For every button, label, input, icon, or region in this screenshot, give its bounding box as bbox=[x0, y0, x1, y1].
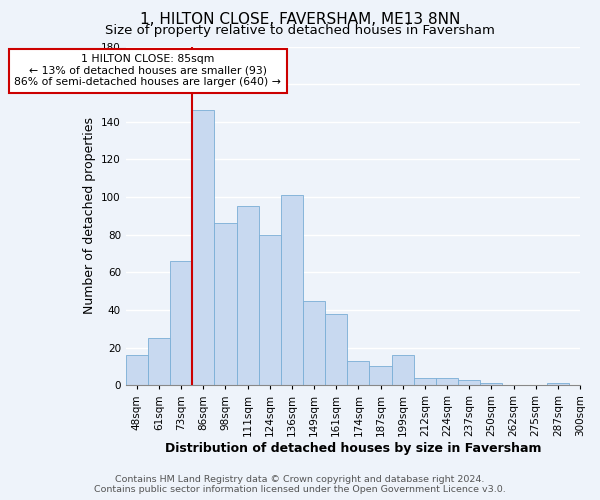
Bar bbox=[214, 224, 236, 386]
Text: 1 HILTON CLOSE: 85sqm
← 13% of detached houses are smaller (93)
86% of semi-deta: 1 HILTON CLOSE: 85sqm ← 13% of detached … bbox=[14, 54, 281, 87]
X-axis label: Distribution of detached houses by size in Faversham: Distribution of detached houses by size … bbox=[164, 442, 541, 455]
Bar bbox=[236, 206, 259, 386]
Bar bbox=[347, 361, 370, 386]
Bar bbox=[370, 366, 392, 386]
Bar bbox=[414, 378, 436, 386]
Bar bbox=[170, 261, 192, 386]
Bar bbox=[126, 355, 148, 386]
Y-axis label: Number of detached properties: Number of detached properties bbox=[83, 118, 95, 314]
Bar bbox=[148, 338, 170, 386]
Bar bbox=[259, 234, 281, 386]
Text: Size of property relative to detached houses in Faversham: Size of property relative to detached ho… bbox=[105, 24, 495, 37]
Bar bbox=[480, 384, 502, 386]
Bar bbox=[547, 384, 569, 386]
Bar bbox=[392, 355, 414, 386]
Text: Contains HM Land Registry data © Crown copyright and database right 2024.
Contai: Contains HM Land Registry data © Crown c… bbox=[94, 474, 506, 494]
Bar bbox=[325, 314, 347, 386]
Text: 1, HILTON CLOSE, FAVERSHAM, ME13 8NN: 1, HILTON CLOSE, FAVERSHAM, ME13 8NN bbox=[140, 12, 460, 28]
Bar bbox=[436, 378, 458, 386]
Bar bbox=[458, 380, 480, 386]
Bar bbox=[192, 110, 214, 386]
Bar bbox=[281, 195, 303, 386]
Bar bbox=[303, 300, 325, 386]
